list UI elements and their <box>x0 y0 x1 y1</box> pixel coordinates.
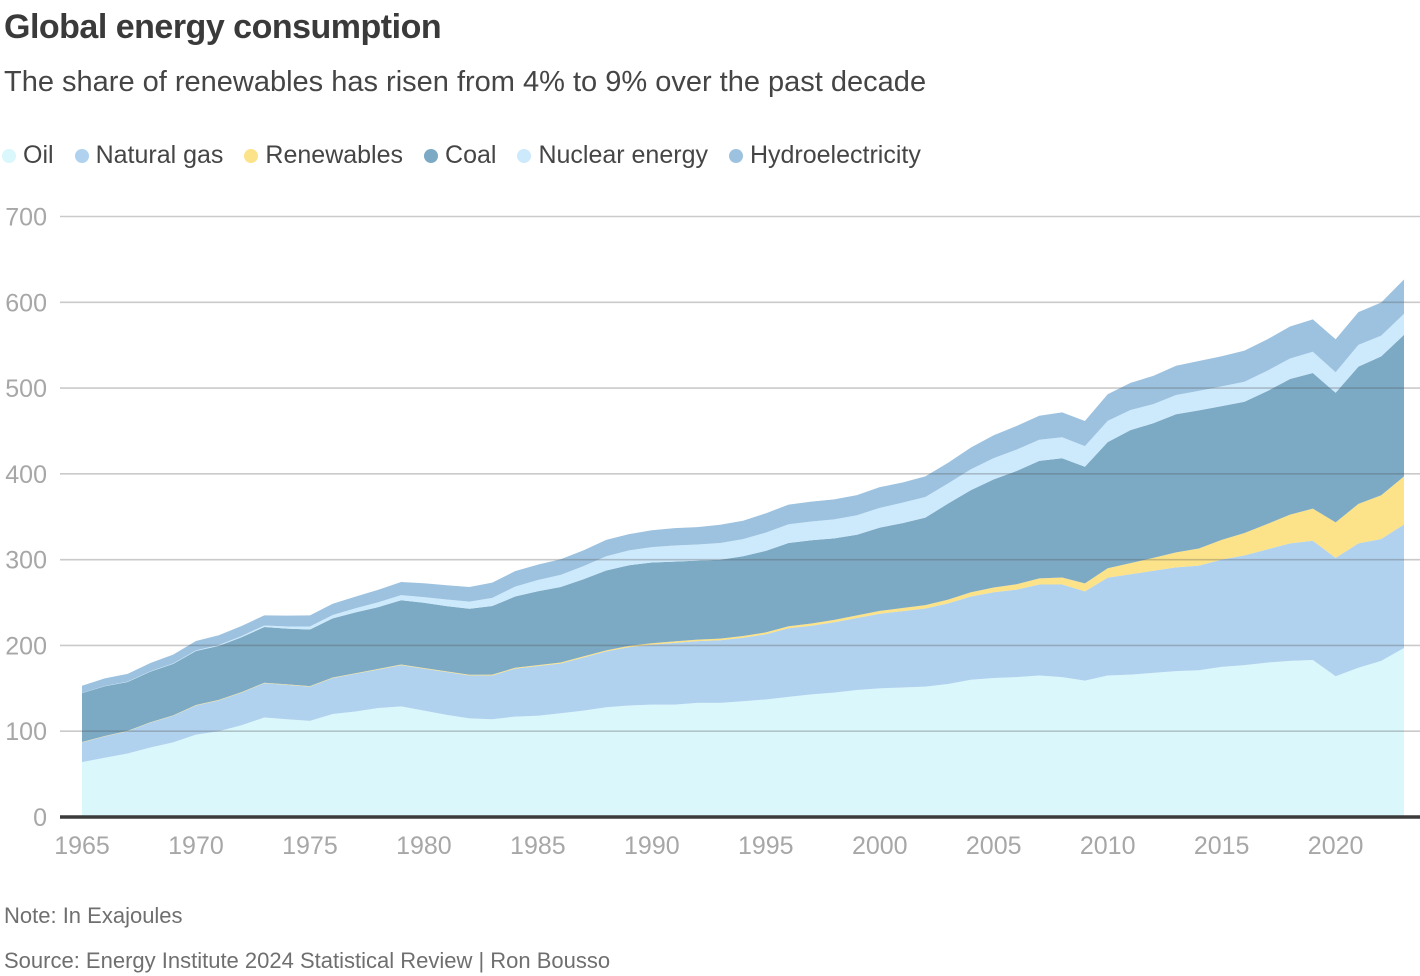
legend-item-oil: Oil <box>2 143 54 168</box>
legend-dot-coal <box>424 148 439 163</box>
x-tick-label: 2010 <box>1080 832 1136 860</box>
legend-item-renewables: Renewables <box>244 143 403 168</box>
area-coal <box>82 334 1404 743</box>
x-tick-label: 2005 <box>966 832 1022 860</box>
x-tick-label: 1985 <box>510 832 566 860</box>
legend-dot-natural-gas <box>74 148 89 163</box>
legend-dot-renewables <box>244 148 259 163</box>
legend-item-natural-gas: Natural gas <box>74 141 224 169</box>
y-tick-label: 200 <box>5 632 47 660</box>
y-tick-label: 700 <box>5 204 47 232</box>
x-tick-label: 1970 <box>168 832 224 860</box>
stacked-area-chart: 0 100 200 300 400 500 600 700 1965 1970 1975 1980 19… <box>5 204 1420 860</box>
legend-item-nuclear-energy: Nuclear energy <box>517 143 708 168</box>
x-tick-label: 1975 <box>282 832 338 860</box>
chart-subtitle: The share of renewables has risen from 4… <box>4 66 927 98</box>
area-nuclear-energy <box>82 313 1404 694</box>
area-hydroelectricity <box>82 279 1404 693</box>
y-tick-label: 300 <box>5 547 47 575</box>
legend-label: Hydroelectricity <box>749 141 921 169</box>
x-tick-label: 2015 <box>1194 832 1250 860</box>
legend-label: Natural gas <box>95 141 224 169</box>
x-tick-label: 2020 <box>1308 832 1364 860</box>
x-tick-label: 2000 <box>852 832 908 860</box>
area-oil <box>82 648 1404 817</box>
x-tick-label: 1990 <box>624 832 680 860</box>
area-natural-gas <box>82 524 1404 763</box>
legend-label: Renewables <box>265 141 404 169</box>
legend-item-coal: Coal <box>424 143 496 168</box>
chart-note: Note: In Exajoules <box>4 903 183 928</box>
legend-dot-hydroelectricity <box>728 148 743 163</box>
legend-label: Coal <box>445 141 497 169</box>
y-tick-label: 500 <box>5 375 47 403</box>
legend: Oil Natural gas Renewables Coal Nuclear ener… <box>2 143 921 168</box>
y-tick-label: 600 <box>5 289 47 317</box>
legend-label: Oil <box>23 141 54 169</box>
legend-dot-oil <box>2 148 16 163</box>
x-tick-label: 1995 <box>738 832 794 860</box>
x-tick-label: 1980 <box>396 832 452 860</box>
y-tick-label: 100 <box>5 718 47 746</box>
legend-label: Nuclear energy <box>538 141 708 169</box>
x-tick-label: 1965 <box>54 832 110 860</box>
chart-title: Global energy consumption <box>4 8 442 46</box>
chart-source: Source: Energy Institute 2024 Statistica… <box>4 948 611 973</box>
legend-dot-nuclear-energy <box>517 148 532 163</box>
y-tick-label: 0 <box>33 804 47 832</box>
legend-item-hydroelectricity: Hydroelectricity <box>728 141 921 169</box>
y-tick-label: 400 <box>5 461 47 489</box>
